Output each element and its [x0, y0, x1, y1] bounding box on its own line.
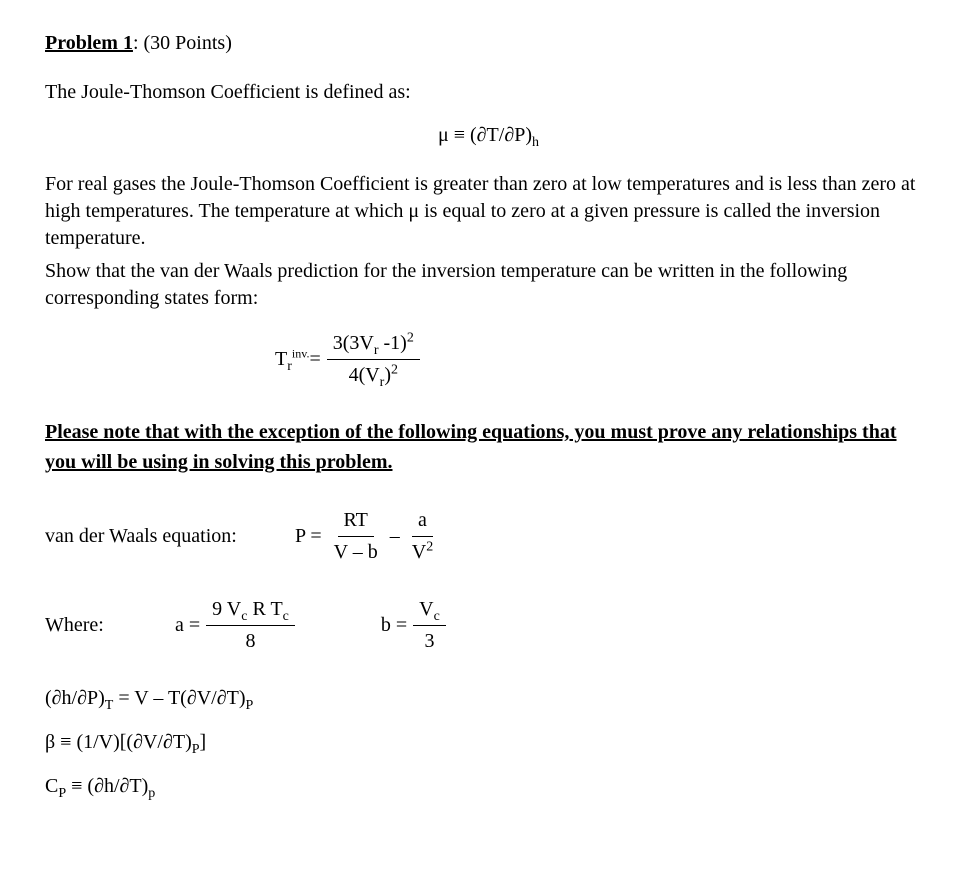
- eq-beta: β ≡ (1/V)[(∂V/∂T)P]: [45, 729, 932, 755]
- final-equations: (∂h/∂P)T = V – T(∂V/∂T)P β ≡ (1/V)[(∂V/∂…: [45, 685, 932, 799]
- vdw-content: P = RT V – b – a V2: [265, 507, 445, 566]
- inv-numerator: 3(3Vr -1)2: [327, 330, 420, 360]
- body-text-1: For real gases the Joule-Thomson Coeffic…: [45, 171, 932, 252]
- vdw-frac1: RT V – b: [328, 507, 384, 566]
- inv-fraction: 3(3Vr -1)2 4(Vr)2: [327, 330, 420, 389]
- problem-header: Problem 1: (30 Points): [45, 30, 932, 57]
- equation-mu-definition: μ ≡ (∂T/∂P)h: [45, 122, 932, 149]
- inv-equals: =: [309, 346, 320, 373]
- problem-points: : (30 Points): [133, 32, 232, 54]
- inv-lhs: Trinv.: [275, 346, 309, 373]
- eq-dhdp: (∂h/∂P)T = V – T(∂V/∂T)P: [45, 685, 932, 711]
- inv-denominator: 4(Vr)2: [343, 360, 404, 389]
- mu-symbol: μ: [438, 124, 449, 146]
- note-text: Please note that with the exception of t…: [45, 417, 932, 477]
- vdw-label: van der Waals equation:: [45, 523, 265, 550]
- intro-text: The Joule-Thomson Coefficient is defined…: [45, 79, 932, 106]
- where-label: Where:: [45, 612, 145, 639]
- problem-title: Problem 1: [45, 32, 133, 54]
- mu-partial: ∂T/∂P): [477, 124, 532, 146]
- vdw-minus: –: [390, 523, 400, 550]
- where-a-frac: 9 Vc R Tc 8: [206, 596, 295, 655]
- where-b-eq: b =: [381, 612, 407, 639]
- vdw-frac2: a V2: [406, 507, 439, 566]
- where-a-eq: a =: [175, 612, 200, 639]
- mu-sub-h: h: [532, 135, 539, 150]
- vdw-P: P =: [295, 523, 322, 550]
- where-b-frac: Vc 3: [413, 596, 446, 655]
- equation-inversion-temp: Trinv. = 3(3Vr -1)2 4(Vr)2: [275, 330, 932, 389]
- equation-where: Where: a = 9 Vc R Tc 8 b = Vc 3: [45, 596, 932, 655]
- where-content: a = 9 Vc R Tc 8 b = Vc 3: [145, 596, 452, 655]
- eq-cp: CP ≡ (∂h/∂T)p: [45, 773, 932, 799]
- equation-vdw: van der Waals equation: P = RT V – b – a…: [45, 507, 932, 566]
- body-text-2: Show that the van der Waals prediction f…: [45, 258, 932, 312]
- mu-equiv: ≡ (: [449, 124, 477, 146]
